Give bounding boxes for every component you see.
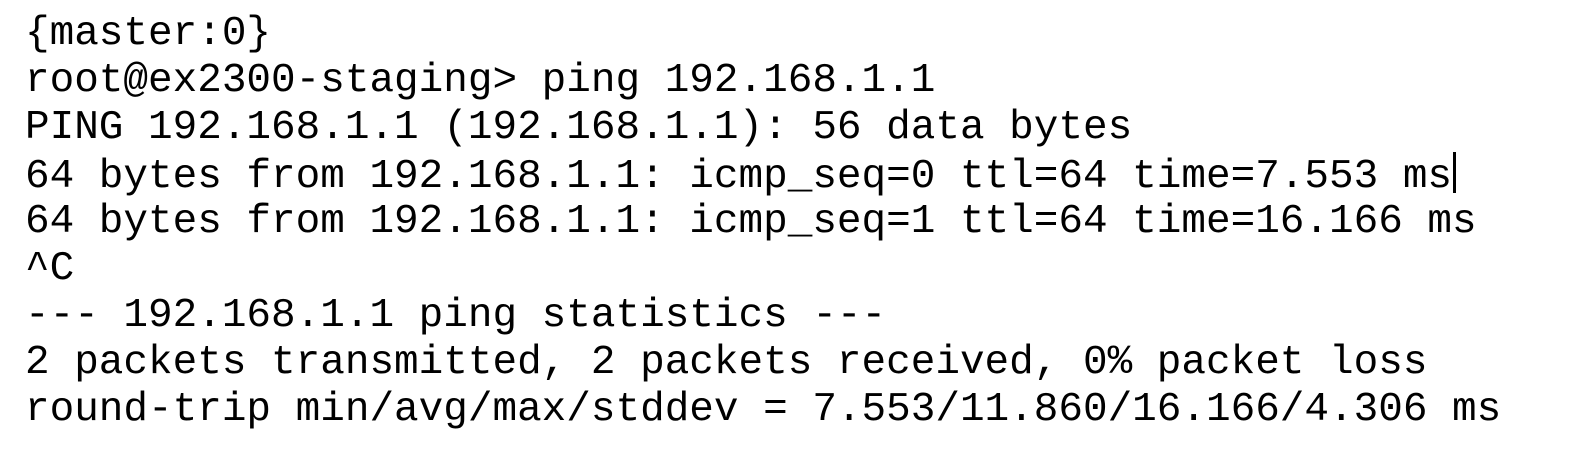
terminal-line-text: --- 192.168.1.1 ping statistics --- bbox=[25, 293, 887, 339]
terminal-line-text: 64 bytes from 192.168.1.1: icmp_seq=1 tt… bbox=[25, 199, 1477, 245]
terminal-line-text: 64 bytes from 192.168.1.1: icmp_seq=0 tt… bbox=[25, 154, 1453, 200]
terminal-line: --- 192.168.1.1 ping statistics --- bbox=[25, 293, 1560, 340]
terminal-line-text: 2 packets transmitted, 2 packets receive… bbox=[25, 340, 1428, 386]
terminal-line: 64 bytes from 192.168.1.1: icmp_seq=1 tt… bbox=[25, 199, 1560, 246]
terminal-line-text: {master:0} bbox=[25, 11, 272, 57]
terminal-line: 2 packets transmitted, 2 packets receive… bbox=[25, 340, 1560, 387]
terminal-line-text: root@ex2300-staging> ping 192.168.1.1 bbox=[25, 58, 936, 104]
terminal-line: ^C bbox=[25, 246, 1560, 293]
text-cursor bbox=[1453, 152, 1457, 193]
terminal-line: PING 192.168.1.1 (192.168.1.1): 56 data … bbox=[25, 105, 1560, 152]
terminal-output[interactable]: {master:0} root@ex2300-staging> ping 192.… bbox=[0, 0, 1570, 434]
terminal-line-text: round-trip min/avg/max/stddev = 7.553/11… bbox=[25, 387, 1502, 433]
terminal-line-text: PING 192.168.1.1 (192.168.1.1): 56 data … bbox=[25, 105, 1133, 151]
terminal-line: 64 bytes from 192.168.1.1: icmp_seq=0 tt… bbox=[25, 152, 1560, 200]
terminal-line: round-trip min/avg/max/stddev = 7.553/11… bbox=[25, 387, 1560, 434]
terminal-line: {master:0} bbox=[25, 11, 1560, 58]
terminal-line-text: ^C bbox=[25, 246, 75, 292]
terminal-line: root@ex2300-staging> ping 192.168.1.1 bbox=[25, 58, 1560, 105]
